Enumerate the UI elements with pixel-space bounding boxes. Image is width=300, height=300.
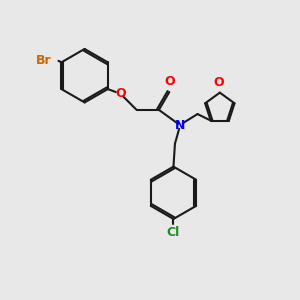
Text: Cl: Cl xyxy=(167,226,180,239)
Text: Br: Br xyxy=(35,54,51,67)
Text: N: N xyxy=(175,119,185,132)
Text: O: O xyxy=(115,87,126,100)
Text: O: O xyxy=(165,75,175,88)
Text: O: O xyxy=(213,76,224,89)
